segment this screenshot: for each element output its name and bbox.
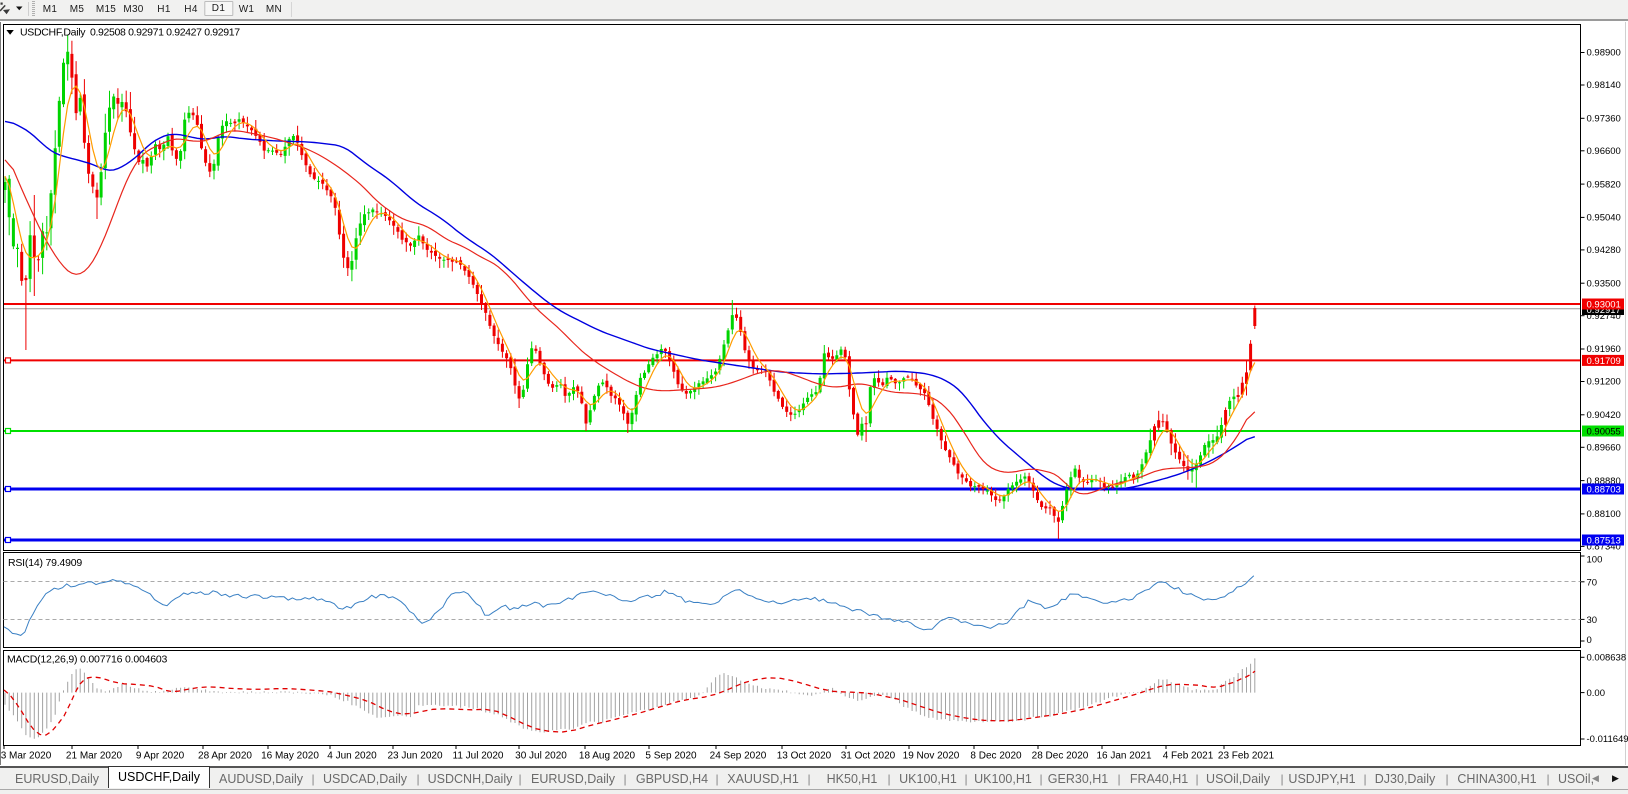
svg-text:0.87513: 0.87513 bbox=[1587, 535, 1621, 546]
svg-text:18 Aug 2020: 18 Aug 2020 bbox=[579, 751, 636, 762]
svg-text:5 Sep 2020: 5 Sep 2020 bbox=[645, 751, 697, 762]
svg-text:0.93001: 0.93001 bbox=[1587, 299, 1621, 310]
svg-text:0.93500: 0.93500 bbox=[1587, 278, 1621, 289]
svg-text:0.89660: 0.89660 bbox=[1587, 443, 1621, 454]
svg-text:16 May 2020: 16 May 2020 bbox=[261, 751, 319, 762]
svg-text:-0.011649: -0.011649 bbox=[1587, 734, 1628, 745]
svg-text:0.90055: 0.90055 bbox=[1587, 426, 1621, 437]
svg-text:21 Mar 2020: 21 Mar 2020 bbox=[66, 751, 123, 762]
svg-text:11 Jul 2020: 11 Jul 2020 bbox=[453, 751, 504, 762]
svg-text:MACD(12,26,9) 0.007716 0.00460: MACD(12,26,9) 0.007716 0.004603 bbox=[7, 654, 168, 666]
svg-text:0.92740: 0.92740 bbox=[1587, 311, 1621, 322]
svg-text:USDCHF,Daily: USDCHF,Daily bbox=[20, 27, 86, 39]
svg-text:31 Oct 2020: 31 Oct 2020 bbox=[841, 751, 896, 762]
svg-text:0.91709: 0.91709 bbox=[1587, 356, 1621, 367]
svg-text:9 Apr 2020: 9 Apr 2020 bbox=[136, 751, 185, 762]
svg-text:4 Jun 2020: 4 Jun 2020 bbox=[327, 751, 377, 762]
svg-text:13 Oct 2020: 13 Oct 2020 bbox=[777, 751, 832, 762]
svg-text:RSI(14) 79.4909: RSI(14) 79.4909 bbox=[8, 557, 82, 569]
svg-text:0.95820: 0.95820 bbox=[1587, 179, 1621, 190]
svg-text:19 Nov 2020: 19 Nov 2020 bbox=[903, 751, 960, 762]
svg-text:0.87340: 0.87340 bbox=[1587, 542, 1621, 553]
svg-text:0.91960: 0.91960 bbox=[1587, 344, 1621, 355]
svg-text:4 Feb 2021: 4 Feb 2021 bbox=[1163, 751, 1214, 762]
svg-text:0.94280: 0.94280 bbox=[1587, 245, 1621, 256]
svg-text:0.88703: 0.88703 bbox=[1587, 484, 1621, 495]
svg-text:16 Jan 2021: 16 Jan 2021 bbox=[1096, 751, 1151, 762]
svg-text:0.95040: 0.95040 bbox=[1587, 213, 1621, 224]
svg-text:0.90420: 0.90420 bbox=[1587, 410, 1621, 421]
svg-text:0.88100: 0.88100 bbox=[1587, 509, 1621, 520]
svg-text:28 Dec 2020: 28 Dec 2020 bbox=[1032, 751, 1089, 762]
svg-text:3 Mar 2020: 3 Mar 2020 bbox=[1, 751, 52, 762]
svg-text:0.98140: 0.98140 bbox=[1587, 80, 1621, 91]
svg-text:23 Feb 2021: 23 Feb 2021 bbox=[1218, 751, 1275, 762]
svg-text:0: 0 bbox=[1587, 635, 1592, 646]
svg-text:28 Apr 2020: 28 Apr 2020 bbox=[198, 751, 252, 762]
svg-text:0.92508 0.92971 0.92427 0.9291: 0.92508 0.92971 0.92427 0.92917 bbox=[90, 27, 240, 39]
svg-text:100: 100 bbox=[1587, 555, 1603, 566]
svg-text:24 Sep 2020: 24 Sep 2020 bbox=[710, 751, 767, 762]
svg-text:0.91200: 0.91200 bbox=[1587, 377, 1621, 388]
svg-text:0.97360: 0.97360 bbox=[1587, 114, 1621, 125]
svg-text:0.00: 0.00 bbox=[1587, 688, 1606, 699]
svg-text:0.008638: 0.008638 bbox=[1587, 653, 1627, 664]
svg-text:0.96600: 0.96600 bbox=[1587, 146, 1621, 157]
svg-text:0.88880: 0.88880 bbox=[1587, 476, 1621, 487]
svg-text:0.92917: 0.92917 bbox=[1587, 305, 1621, 316]
svg-text:23 Jun 2020: 23 Jun 2020 bbox=[387, 751, 442, 762]
svg-text:70: 70 bbox=[1587, 577, 1598, 588]
svg-text:8 Dec 2020: 8 Dec 2020 bbox=[970, 751, 1022, 762]
svg-text:30: 30 bbox=[1587, 615, 1598, 626]
svg-text:0.98900: 0.98900 bbox=[1587, 48, 1621, 59]
svg-text:30 Jul 2020: 30 Jul 2020 bbox=[515, 751, 567, 762]
